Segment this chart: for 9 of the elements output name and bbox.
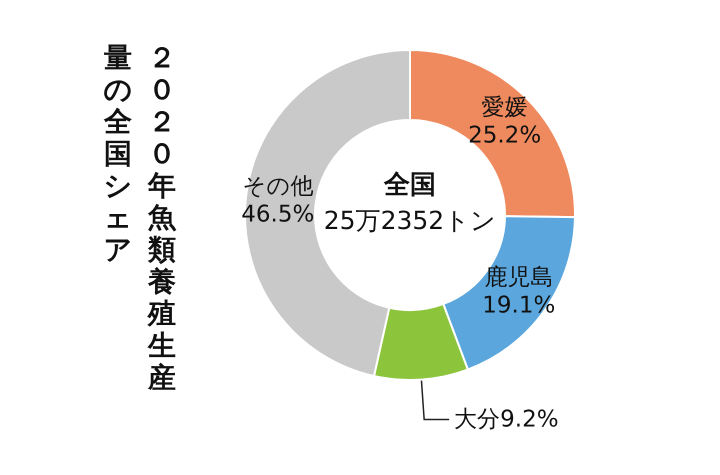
slice-label: 鹿児島 [484,264,554,290]
chart-title: ２０２０年魚類養殖生産量の全国シェア [104,41,176,394]
data-label: 25.2% [468,122,542,149]
text: 全国 [383,170,436,200]
slice-label: 大分9.2% [454,406,559,433]
slice-label: 愛媛 [482,94,528,121]
text: 25万2352トン [324,206,496,235]
slice-label: その他 [242,173,314,200]
data-label: 46.5% [241,201,314,228]
